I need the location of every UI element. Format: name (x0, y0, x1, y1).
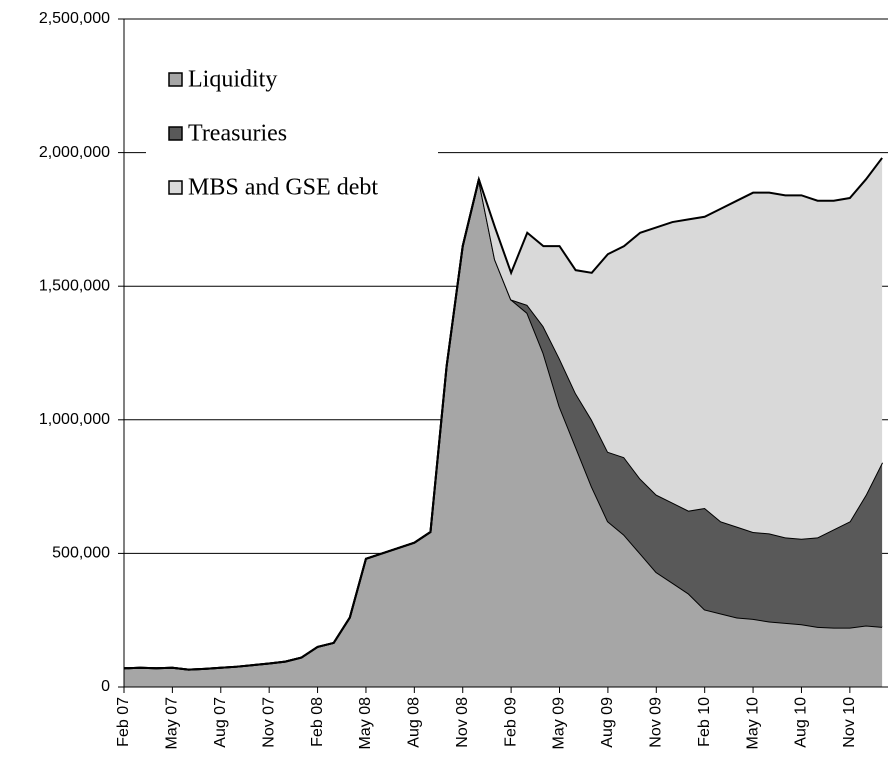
legend: Liquidity Treasuries MBS and GSE debt (146, 48, 438, 216)
x-tick-label: Nov 09 (648, 697, 665, 748)
x-tick-label: Nov 10 (841, 697, 858, 748)
legend-label: MBS and GSE debt (188, 175, 378, 201)
y-tick-label: 1,500,000 (39, 277, 110, 294)
y-tick-label: 2,500,000 (39, 10, 110, 27)
legend-swatch (168, 72, 183, 87)
x-tick-label: Aug 08 (406, 697, 423, 748)
legend-swatch (168, 126, 183, 141)
areas (123, 157, 884, 687)
x-tick-label: Nov 08 (454, 697, 471, 748)
y-tick-label: 0 (101, 678, 110, 695)
y-tick-label: 1,000,000 (39, 411, 110, 428)
x-tick-label: Aug 10 (793, 697, 810, 748)
legend-box (146, 48, 438, 216)
x-tick-label: Aug 07 (212, 697, 229, 748)
x-tick-label: May 07 (164, 697, 181, 750)
x-tick-label: Nov 07 (260, 697, 277, 748)
x-tick-label: Feb 09 (502, 697, 519, 747)
axes: 0 500,000 1,000,000 1,500,000 2,000,000 2,500… (39, 10, 888, 749)
x-tick-label: Feb 07 (115, 697, 132, 747)
x-tick-label: Feb 10 (696, 697, 713, 747)
x-tick-label: May 10 (744, 697, 761, 750)
legend-label: Liquidity (188, 67, 277, 93)
area (124, 179, 883, 670)
y-tick-label: 2,000,000 (39, 144, 110, 161)
x-tick-label: May 09 (551, 697, 568, 750)
area (124, 179, 883, 687)
area (124, 157, 883, 670)
x-tick-label: Aug 09 (599, 697, 616, 748)
x-tick-label: Feb 08 (309, 697, 326, 747)
legend-label: Treasuries (188, 121, 287, 147)
x-tick-label: May 08 (357, 697, 374, 750)
legend-swatch (168, 180, 183, 195)
area-outline (123, 157, 883, 671)
y-tick-label: 500,000 (52, 545, 110, 562)
